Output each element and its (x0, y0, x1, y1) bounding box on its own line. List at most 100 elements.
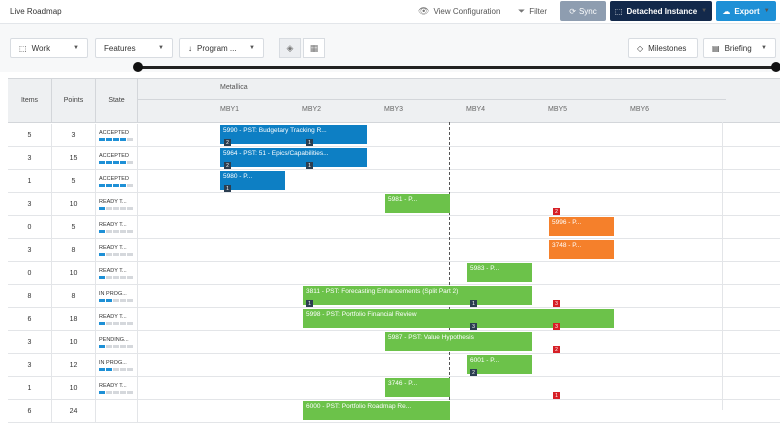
table-row[interactable]: 0 5 READY T... (8, 216, 780, 239)
count-badge[interactable]: 2 (224, 162, 231, 169)
table-row[interactable]: 3 10 PENDING... (8, 331, 780, 354)
state-progress-segment (99, 253, 105, 256)
points-header[interactable]: Points (52, 79, 96, 123)
table-row[interactable]: 1 10 READY T... (8, 377, 780, 400)
feature-bar[interactable]: 5981 - P... (385, 194, 450, 213)
work-dropdown[interactable]: ⬚ Work ▼ (10, 38, 88, 58)
state-label: READY T... (99, 245, 127, 251)
chevron-down-icon: ▼ (249, 45, 255, 51)
points-cell: 10 (52, 377, 96, 400)
count-badge[interactable]: 1 (470, 300, 477, 307)
state-progress-segment (113, 230, 119, 233)
state-progress-segment (106, 230, 112, 233)
state-label: ACCEPTED (99, 130, 129, 136)
state-progress-segment (120, 368, 126, 371)
state-cell: ACCEPTED (96, 170, 138, 193)
state-progress-segment (113, 276, 119, 279)
state-label: READY T... (99, 268, 127, 274)
milestones-label: Milestones (648, 43, 687, 53)
sync-label: Sync (578, 6, 597, 16)
table-row[interactable]: 1 5 ACCEPTED (8, 170, 780, 193)
count-badge[interactable]: 1 (224, 185, 231, 192)
chevron-down-icon: ▼ (763, 8, 770, 14)
items-header[interactable]: Items (8, 79, 52, 123)
count-badge[interactable]: 2 (224, 139, 231, 146)
feature-bar[interactable]: 5998 - PST: Portfolio Financial Review (303, 309, 614, 328)
count-badge[interactable]: 3 (553, 300, 560, 307)
program-dropdown[interactable]: ↓ Program ... ▼ (179, 38, 264, 58)
table-row[interactable]: 3 12 IN PROG... (8, 354, 780, 377)
state-progress-segment (113, 345, 119, 348)
state-progress-segment (106, 345, 112, 348)
state-progress-segment (127, 161, 133, 164)
feature-bar[interactable]: 5980 - P... (220, 171, 285, 190)
state-progress-segment (99, 138, 105, 141)
milestones-button[interactable]: ◇ Milestones (628, 38, 698, 58)
filter-link[interactable]: ⏷ Filter (518, 6, 547, 17)
range-end-handle[interactable] (771, 62, 780, 72)
table-row[interactable]: 3 15 ACCEPTED (8, 147, 780, 170)
period-label: MBY4 (466, 106, 486, 113)
detached-instance-button[interactable]: ⬚ Detached Instance ▼ (610, 1, 712, 21)
detached-icon: ⬚ (614, 6, 623, 16)
state-progress-segment (99, 184, 105, 187)
count-badge[interactable]: 1 (306, 139, 313, 146)
today-marker (449, 122, 450, 410)
sync-button[interactable]: ⟳ Sync (560, 1, 606, 21)
view-configuration-link[interactable]: 👁 View Configuration (418, 6, 500, 17)
export-label: Export (734, 6, 760, 16)
count-badge[interactable]: 1 (553, 392, 560, 399)
state-cell: READY T... (96, 262, 138, 285)
briefing-dropdown[interactable]: ▤ Briefing ▼ (703, 38, 776, 58)
export-button[interactable]: ☁ Export ▼ (716, 1, 776, 21)
count-badge[interactable]: 1 (306, 300, 313, 307)
feature-bar[interactable]: 3748 - P... (549, 240, 614, 259)
count-badge[interactable]: 3 (553, 323, 560, 330)
feature-bar[interactable]: 3811 - PST: Forecasting Enhancements (Sp… (303, 286, 532, 305)
items-cell: 0 (8, 216, 52, 239)
range-start-handle[interactable] (133, 62, 143, 72)
view-configuration-label: View Configuration (433, 7, 501, 16)
feature-bar[interactable]: 6000 - PST: Portfolio Roadmap Re... (303, 401, 450, 420)
state-progress-segment (99, 230, 105, 233)
feature-bar[interactable]: 5987 - PST: Value Hypothesis (385, 332, 532, 351)
feature-bar[interactable]: 5964 - PST: 51 - Epics/Capabilities... (220, 148, 367, 167)
feature-bar[interactable]: 5996 - P... (549, 217, 614, 236)
state-progress-segment (127, 345, 133, 348)
table-row[interactable]: 3 10 READY T... (8, 193, 780, 216)
feature-bar[interactable]: 6001 - P... (467, 355, 532, 374)
state-header[interactable]: State (96, 79, 138, 123)
period-label: MBY2 (302, 106, 322, 113)
state-cell (96, 400, 138, 423)
items-cell: 6 (8, 400, 52, 423)
points-cell: 3 (52, 124, 96, 147)
table-row[interactable]: 6 18 READY T... (8, 308, 780, 331)
table-row[interactable]: 8 8 IN PROG... (8, 285, 780, 308)
state-progress-segment (127, 138, 133, 141)
table-row[interactable]: 0 10 READY T... (8, 262, 780, 285)
state-progress-segment (120, 299, 126, 302)
count-badge[interactable]: 2 (553, 346, 560, 353)
count-badge[interactable]: 3 (470, 323, 477, 330)
state-progress (99, 322, 133, 325)
feature-bar[interactable]: 5983 - P... (467, 263, 532, 282)
table-row[interactable]: 3 8 READY T... (8, 239, 780, 262)
count-badge[interactable]: 2 (553, 208, 560, 215)
cube-view-button[interactable]: ◈ (279, 38, 301, 58)
features-dropdown[interactable]: Features ▼ (95, 38, 173, 58)
count-badge[interactable]: 2 (470, 369, 477, 376)
count-badge[interactable]: 1 (306, 162, 313, 169)
state-progress-segment (120, 345, 126, 348)
state-cell: IN PROG... (96, 354, 138, 377)
state-progress (99, 276, 133, 279)
feature-bar[interactable]: 5990 - PST: Budgetary Tracking R... (220, 125, 367, 144)
state-label: READY T... (99, 383, 127, 389)
state-label: READY T... (99, 199, 127, 205)
timeline-range-slider[interactable] (137, 66, 777, 69)
calendar-view-button[interactable]: ▦ (303, 38, 325, 58)
chevron-down-icon: ▼ (701, 8, 708, 14)
feature-bar[interactable]: 3746 - P... (385, 378, 450, 397)
milestone-icon: ◇ (637, 43, 644, 53)
table-row[interactable]: 5 3 ACCEPTED (8, 124, 780, 147)
items-cell: 0 (8, 262, 52, 285)
